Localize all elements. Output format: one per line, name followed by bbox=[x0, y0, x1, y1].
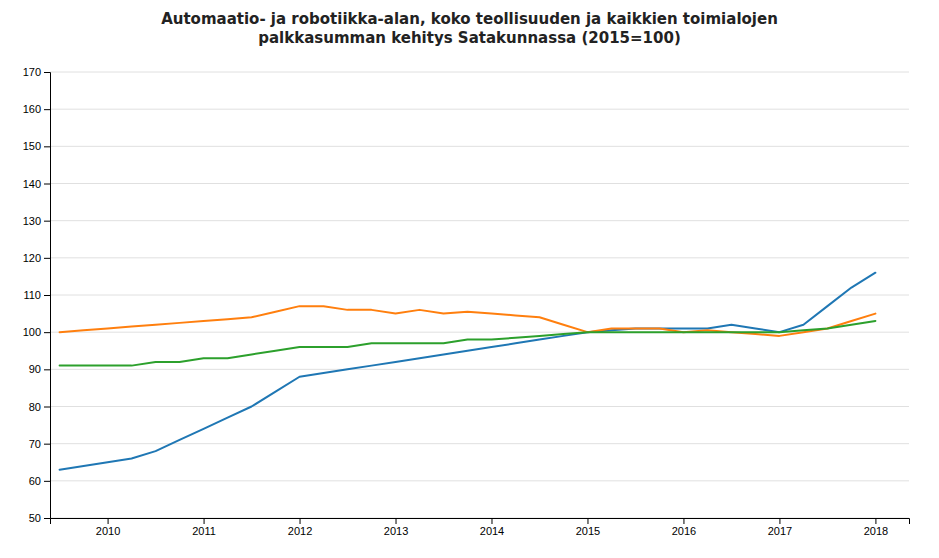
grid-line bbox=[50, 406, 909, 407]
y-tick: 50 bbox=[29, 512, 50, 524]
y-tick: 110 bbox=[23, 289, 50, 301]
x-axis: 2010 2011 2012 2013 2014 2015 2016 2017 2018 bbox=[51, 518, 910, 537]
series-line bbox=[60, 273, 876, 470]
x-tick-mark bbox=[683, 518, 684, 524]
y-tick-mark bbox=[44, 518, 50, 519]
x-tick: 2015 bbox=[576, 518, 600, 537]
x-tick-mark bbox=[204, 518, 205, 524]
plot-area: 2010 2011 2012 2013 2014 2015 2016 2017 2018 50 60… bbox=[23, 66, 910, 537]
y-tick: 90 bbox=[29, 363, 50, 375]
x-tick: 2013 bbox=[384, 518, 408, 537]
y-tick: 160 bbox=[23, 103, 50, 115]
x-tick-label: 2012 bbox=[288, 525, 312, 537]
chart: 2010 2011 2012 2013 2014 2015 2016 2017 2018 50 60… bbox=[0, 0, 939, 558]
y-tick-mark bbox=[44, 295, 50, 296]
x-tick-mark bbox=[779, 518, 780, 524]
x-tick-label: 2017 bbox=[768, 525, 792, 537]
x-tick-label: 2014 bbox=[480, 525, 504, 537]
grid bbox=[50, 72, 909, 518]
x-tick-mark bbox=[587, 518, 588, 524]
x-tick-label: 2013 bbox=[384, 525, 408, 537]
y-tick: 140 bbox=[23, 178, 50, 190]
x-tick-label: 2018 bbox=[864, 525, 888, 537]
y-tick-mark bbox=[44, 221, 50, 222]
title-line: palkkasumman kehitys Satakunnassa (2015=… bbox=[258, 29, 681, 47]
lines bbox=[60, 273, 876, 470]
x-axis-line bbox=[51, 519, 910, 525]
series-line bbox=[60, 321, 876, 366]
y-tick-label: 130 bbox=[23, 215, 41, 227]
y-tick-mark bbox=[44, 146, 50, 147]
x-tick-mark bbox=[108, 518, 109, 524]
x-tick: 2018 bbox=[864, 518, 888, 537]
y-tick-label: 160 bbox=[23, 103, 41, 115]
x-tick: 2014 bbox=[480, 518, 504, 537]
y-tick-label: 120 bbox=[23, 252, 41, 264]
y-tick-mark bbox=[44, 444, 50, 445]
y-axis-line bbox=[44, 73, 51, 519]
y-tick: 60 bbox=[29, 475, 50, 487]
x-tick-mark bbox=[491, 518, 492, 524]
y-tick-label: 60 bbox=[29, 475, 41, 487]
y-tick-mark bbox=[44, 72, 50, 73]
grid-line bbox=[50, 295, 909, 296]
y-tick: 170 bbox=[23, 66, 50, 78]
y-tick: 80 bbox=[29, 401, 50, 413]
y-tick: 100 bbox=[23, 326, 50, 338]
title-line: Automaatio- ja robotiikka-alan, koko teo… bbox=[161, 10, 778, 28]
y-tick-label: 100 bbox=[23, 326, 41, 338]
y-tick-label: 80 bbox=[29, 401, 41, 413]
y-tick: 120 bbox=[23, 252, 50, 264]
grid-line bbox=[50, 146, 909, 147]
y-tick: 70 bbox=[29, 438, 50, 450]
x-tick-mark bbox=[396, 518, 397, 524]
y-tick-label: 70 bbox=[29, 438, 41, 450]
y-tick-mark bbox=[44, 258, 50, 259]
x-tick-label: 2010 bbox=[96, 525, 120, 537]
y-tick-mark bbox=[44, 332, 50, 333]
x-tick: 2012 bbox=[288, 518, 312, 537]
x-tick: 2016 bbox=[672, 518, 696, 537]
y-tick-label: 90 bbox=[29, 363, 41, 375]
x-tick-label: 2011 bbox=[192, 525, 216, 537]
y-tick-mark bbox=[44, 369, 50, 370]
y-tick-label: 170 bbox=[23, 66, 41, 78]
y-tick-label: 50 bbox=[29, 512, 41, 524]
x-tick: 2010 bbox=[96, 518, 120, 537]
y-tick: 150 bbox=[23, 140, 50, 152]
grid-line bbox=[50, 72, 909, 73]
x-tick: 2017 bbox=[768, 518, 792, 537]
grid-line bbox=[50, 257, 909, 258]
x-tick-mark bbox=[300, 518, 301, 524]
y-tick: 130 bbox=[23, 215, 50, 227]
x-tick: 2011 bbox=[192, 518, 216, 537]
y-tick-mark bbox=[44, 184, 50, 185]
y-tick-label: 140 bbox=[23, 178, 41, 190]
x-tick-mark bbox=[875, 518, 876, 524]
y-tick-mark bbox=[44, 407, 50, 408]
title: Automaatio- ja robotiikka-alan, koko teo… bbox=[161, 10, 778, 47]
y-axis: 50 60 70 80 90 100 110 120 130 140 150 160 170 bbox=[23, 66, 51, 524]
y-tick-label: 110 bbox=[23, 289, 41, 301]
grid-line bbox=[50, 220, 909, 221]
y-tick-label: 150 bbox=[23, 140, 41, 152]
grid-line bbox=[50, 443, 909, 444]
x-tick-label: 2015 bbox=[576, 525, 600, 537]
grid-line bbox=[50, 183, 909, 184]
x-tick-label: 2016 bbox=[672, 525, 696, 537]
grid-line bbox=[50, 480, 909, 481]
grid-line bbox=[50, 109, 909, 110]
y-tick-mark bbox=[44, 481, 50, 482]
y-tick-mark bbox=[44, 109, 50, 110]
grid-line bbox=[50, 369, 909, 370]
